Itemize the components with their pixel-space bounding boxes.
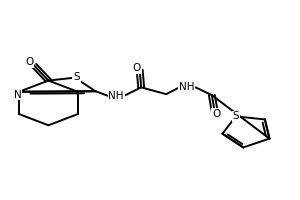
Text: S: S <box>73 72 80 82</box>
Text: NH: NH <box>179 82 195 92</box>
Text: NH: NH <box>108 91 124 101</box>
Text: O: O <box>133 63 141 73</box>
Text: O: O <box>25 57 33 67</box>
Text: O: O <box>212 109 220 119</box>
Text: N: N <box>14 90 22 100</box>
Text: S: S <box>232 111 239 121</box>
